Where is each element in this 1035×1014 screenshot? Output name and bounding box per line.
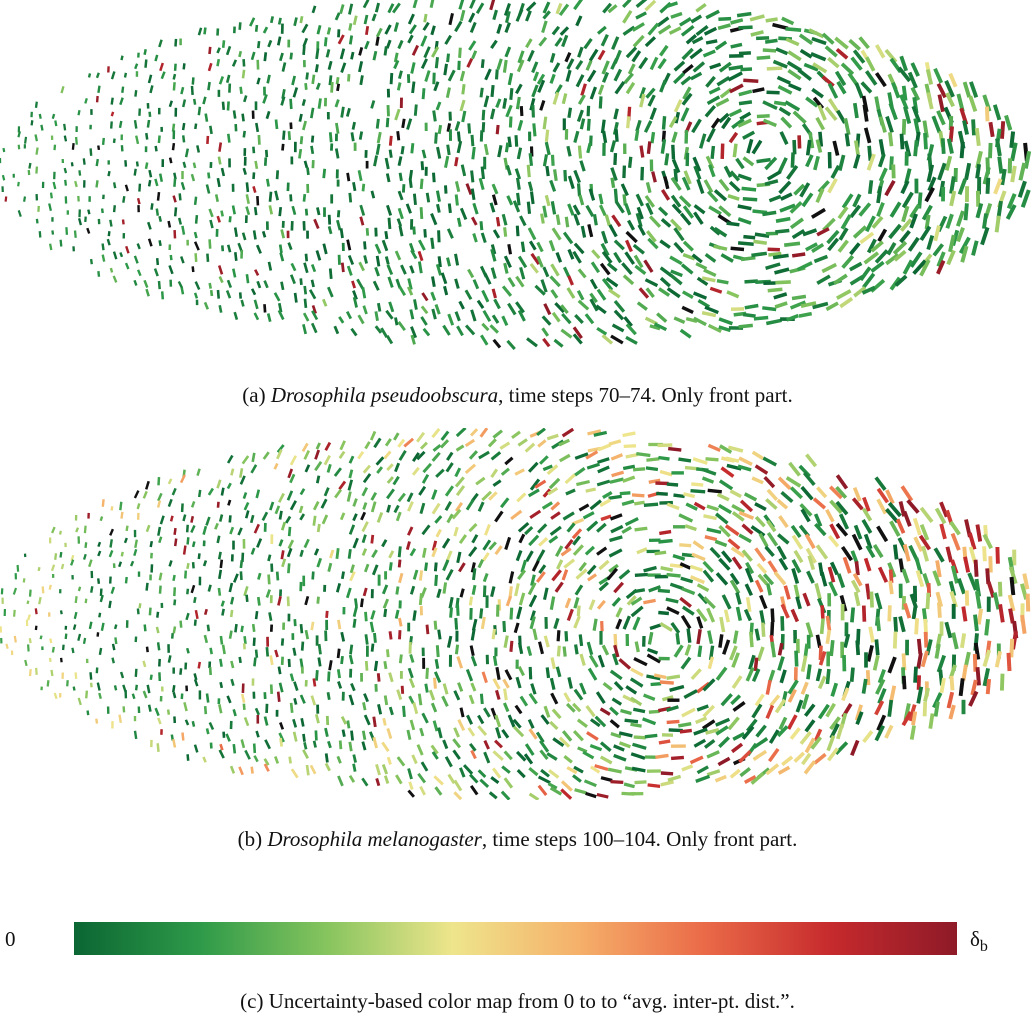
colorbar-max-label: δb: [970, 927, 988, 956]
panel-a-flow-field: [0, 0, 1035, 350]
caption-c: (c) Uncertainty-based color map from 0 t…: [240, 989, 795, 1013]
vector-field-a: [0, 0, 1032, 350]
vector-field-b: [0, 428, 1031, 800]
caption-a-species: Drosophila pseudoobscura: [270, 383, 499, 407]
caption-b-species: Drosophila melanogaster: [267, 827, 482, 851]
caption-a-suffix: , time steps 70–74. Only front part.: [498, 383, 793, 407]
vector-glyphs: [0, 428, 1031, 800]
caption-b: (b) Drosophila melanogaster, time steps …: [0, 826, 1035, 852]
colorbar: [74, 922, 957, 955]
caption-a-prefix: (a): [242, 383, 271, 407]
caption-a: (a) Drosophila pseudoobscura, time steps…: [0, 382, 1035, 408]
vector-glyphs: [0, 0, 1032, 350]
colorbar-max-symbol: δ: [970, 927, 980, 951]
panel-b-flow-field: [0, 428, 1035, 800]
colorbar-min-label: 0: [5, 927, 16, 951]
colorbar-max-subscript: b: [979, 938, 988, 955]
caption-b-prefix: (b): [237, 827, 268, 851]
caption-b-suffix: , time steps 100–104. Only front part.: [481, 827, 798, 851]
